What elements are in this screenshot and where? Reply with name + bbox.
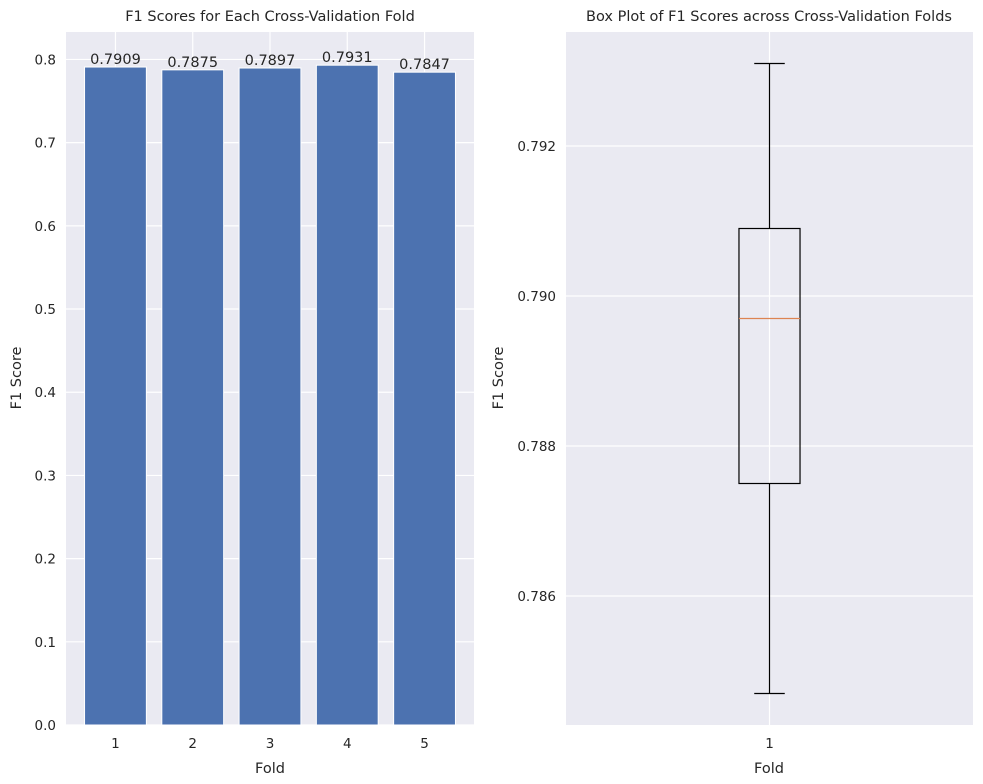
box-y-tick-label: 0.786 (517, 589, 556, 605)
bar-5 (393, 71, 456, 726)
box-chart: 0.786 0.788 0.790 0.792 1 Box Plot of F1 Sc… (491, 9, 973, 777)
bar-chart: 0.0 0.1 0.2 0.3 0.4 0.5 0.6 0.7 0.8 1 2 3 4 5 0.7909… (9, 9, 474, 777)
box-y-tick-label: 0.788 (517, 439, 556, 455)
box-marks (738, 62, 801, 695)
bar-y-axis-label: F1 Score (9, 347, 25, 410)
bar-1 (84, 66, 147, 726)
bar-value-label: 0.7931 (322, 50, 373, 66)
bar-2 (161, 69, 225, 726)
bar-marks (84, 64, 456, 726)
bar-y-tick-labels: 0.0 0.1 0.2 0.3 0.4 0.5 0.6 0.7 0.8 (35, 52, 56, 734)
bar-3 (238, 67, 302, 726)
bar-x-axis-label: Fold (255, 761, 285, 777)
box-y-tick-label: 0.792 (517, 139, 556, 155)
box-x-tick-labels: 1 (765, 736, 774, 752)
bar-y-tick-label: 0.2 (35, 552, 56, 568)
bar-y-tick-label: 0.1 (35, 635, 56, 651)
box-y-tick-labels: 0.786 0.788 0.790 0.792 (517, 139, 556, 605)
bar-value-label: 0.7847 (399, 57, 450, 73)
box-y-axis-label: F1 Score (491, 347, 507, 410)
bar-value-label: 0.7909 (90, 52, 141, 68)
box-x-tick-label: 1 (765, 736, 774, 752)
bar-y-tick-label: 0.5 (35, 302, 56, 318)
box-y-tick-label: 0.790 (517, 289, 556, 305)
bar-x-tick-label: 4 (343, 736, 352, 752)
bar-x-tick-label: 2 (188, 736, 197, 752)
bar-x-tick-labels: 1 2 3 4 5 (111, 736, 429, 752)
bar-y-tick-label: 0.6 (35, 219, 56, 235)
bar-x-tick-label: 3 (266, 736, 275, 752)
bar-y-tick-label: 0.3 (35, 468, 56, 484)
box-chart-title: Box Plot of F1 Scores across Cross-Valid… (586, 9, 952, 25)
bar-y-tick-label: 0.4 (35, 385, 56, 401)
bar-value-labels: 0.7909 0.7875 0.7897 0.7931 0.7847 (90, 50, 450, 73)
bar-value-label: 0.7875 (167, 55, 218, 71)
bar-chart-title: F1 Scores for Each Cross-Validation Fold (125, 9, 415, 25)
bar-x-tick-label: 1 (111, 736, 120, 752)
bar-y-tick-label: 0.0 (35, 718, 56, 734)
bar-y-tick-label: 0.8 (35, 52, 56, 68)
box-x-axis-label: Fold (754, 761, 784, 777)
bar-value-label: 0.7897 (245, 53, 296, 69)
box-iqr (738, 227, 801, 485)
bar-x-tick-label: 5 (420, 736, 429, 752)
bar-y-tick-label: 0.7 (35, 136, 56, 152)
bar-4 (315, 64, 379, 726)
